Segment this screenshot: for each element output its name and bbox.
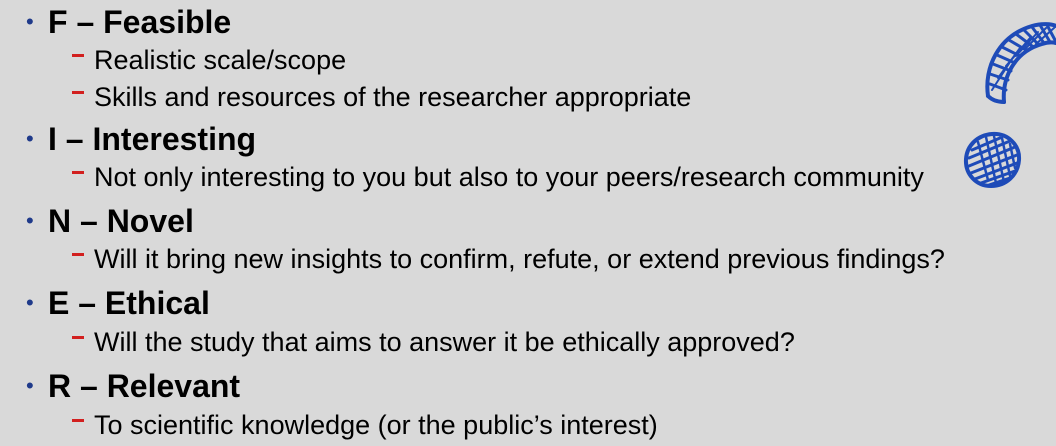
criterion-sub-item: Will it bring new insights to confirm, r… bbox=[72, 242, 945, 276]
dash-marker bbox=[72, 171, 84, 175]
bullet: • bbox=[26, 290, 34, 315]
criterion-heading: N – Novel bbox=[48, 203, 194, 239]
dash-marker bbox=[72, 253, 84, 257]
dash-marker bbox=[72, 419, 84, 423]
sub-item-text: Realistic scale/scope bbox=[94, 45, 347, 75]
sub-item-text: Will the study that aims to answer it be… bbox=[94, 327, 795, 357]
bullet: • bbox=[26, 126, 34, 151]
bullet: • bbox=[26, 208, 34, 233]
sub-item-text: To scientific knowledge (or the public’s… bbox=[94, 410, 658, 440]
sub-item-text: Skills and resources of the researcher a… bbox=[94, 82, 692, 112]
criterion-heading: R – Relevant bbox=[48, 368, 241, 404]
dash-marker bbox=[72, 336, 84, 340]
ink-arch-scribble-icon bbox=[985, 22, 1056, 104]
criterion-sub-item: To scientific knowledge (or the public’s… bbox=[72, 408, 658, 442]
dash-marker bbox=[72, 91, 84, 95]
criterion-heading: F – Feasible bbox=[48, 4, 232, 40]
criterion-heading: I – Interesting bbox=[48, 121, 257, 157]
criterion-sub-item: Will the study that aims to answer it be… bbox=[72, 325, 795, 359]
dash-marker bbox=[72, 54, 84, 58]
criterion-sub-item: Not only interesting to you but also to … bbox=[72, 160, 924, 194]
bullet: • bbox=[26, 9, 34, 34]
criterion-sub-item: Skills and resources of the researcher a… bbox=[72, 80, 691, 114]
bullet: • bbox=[26, 373, 34, 398]
criterion-sub-item: Realistic scale/scope bbox=[72, 43, 346, 77]
ink-circle-scribble-icon bbox=[963, 131, 1022, 189]
criterion-heading: E – Ethical bbox=[48, 285, 210, 321]
sub-item-text: Not only interesting to you but also to … bbox=[94, 162, 924, 192]
sub-item-text: Will it bring new insights to confirm, r… bbox=[94, 244, 945, 274]
